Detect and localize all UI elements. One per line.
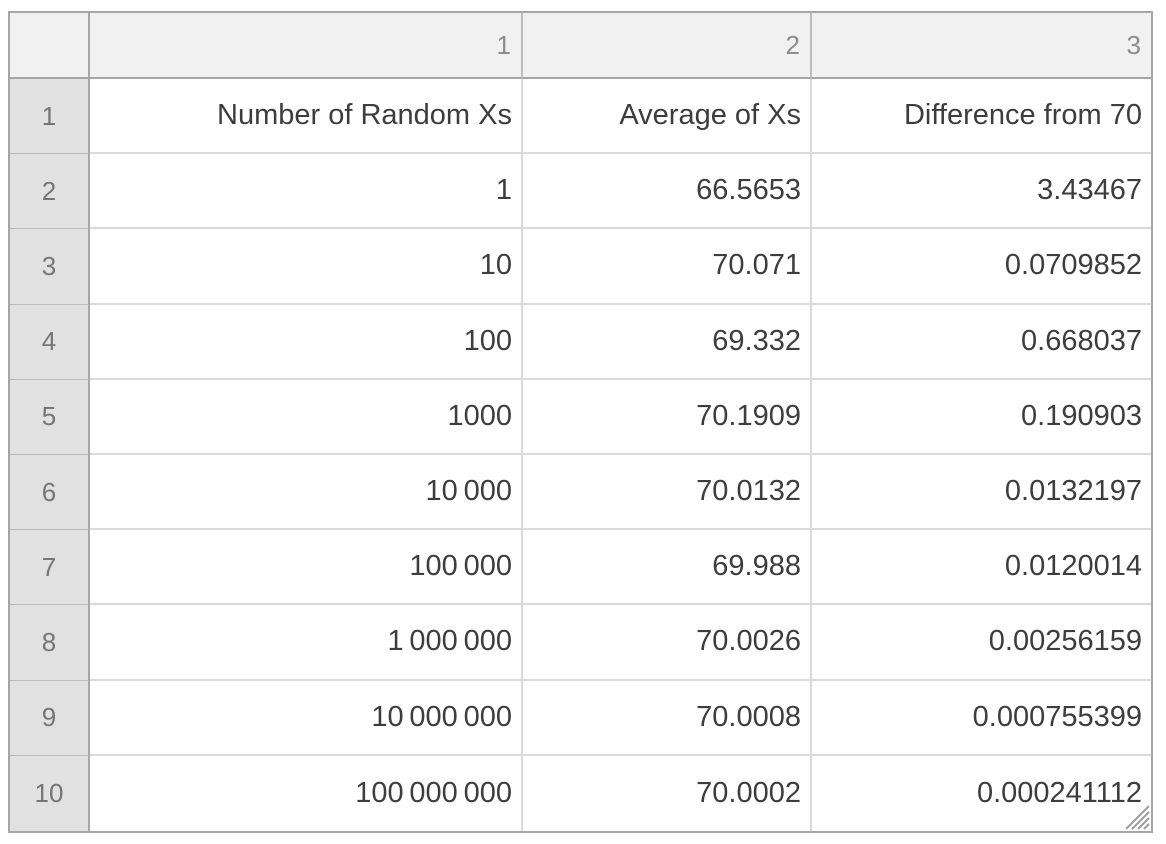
row-header-8[interactable]: 8 [10, 605, 90, 681]
cell-r10-c3[interactable]: 0.000241112 [812, 755, 1151, 831]
column-header-1[interactable]: 1 [90, 13, 523, 79]
cell-r6-c3[interactable]: 0.0132197 [812, 454, 1151, 531]
cell-r7-c3[interactable]: 0.0120014 [812, 530, 1151, 606]
row-header-3[interactable]: 3 [10, 229, 90, 305]
row-header-9[interactable]: 9 [10, 680, 90, 756]
column-header-2[interactable]: 2 [523, 13, 812, 79]
cell-r8-c1[interactable]: 1 000 000 [90, 605, 523, 681]
row-header-6[interactable]: 6 [10, 454, 90, 531]
cell-r9-c2[interactable]: 70.0008 [523, 680, 812, 756]
resize-grip-icon[interactable] [1124, 804, 1150, 830]
column-header-3[interactable]: 3 [812, 13, 1151, 79]
cell-r3-c2[interactable]: 70.071 [523, 229, 812, 305]
row-header-7[interactable]: 7 [10, 530, 90, 606]
cell-r7-c1[interactable]: 100 000 [90, 530, 523, 606]
cell-r5-c3[interactable]: 0.190903 [812, 379, 1151, 455]
cell-r10-c2[interactable]: 70.0002 [523, 755, 812, 831]
cell-r7-c2[interactable]: 69.988 [523, 530, 812, 606]
cell-r6-c1[interactable]: 10 000 [90, 454, 523, 531]
cell-r9-c3[interactable]: 0.000755399 [812, 680, 1151, 756]
row-header-4[interactable]: 4 [10, 304, 90, 380]
cell-r1-c1[interactable]: Number of Random Xs [90, 79, 523, 155]
row-header-2[interactable]: 2 [10, 154, 90, 230]
cell-r5-c2[interactable]: 70.1909 [523, 379, 812, 455]
cell-r10-c1[interactable]: 100 000 000 [90, 755, 523, 831]
spreadsheet-grid: 1 2 3 1 Number of Random Xs Average of X… [10, 13, 1151, 831]
cell-r2-c1[interactable]: 1 [90, 154, 523, 230]
cell-r1-c3[interactable]: Difference from 70 [812, 79, 1151, 155]
cell-r8-c2[interactable]: 70.0026 [523, 605, 812, 681]
row-header-5[interactable]: 5 [10, 379, 90, 455]
table-view: 1 2 3 1 Number of Random Xs Average of X… [8, 11, 1153, 833]
cell-r4-c3[interactable]: 0.668037 [812, 304, 1151, 380]
cell-r4-c1[interactable]: 100 [90, 304, 523, 380]
cell-r4-c2[interactable]: 69.332 [523, 304, 812, 380]
cell-r8-c3[interactable]: 0.00256159 [812, 605, 1151, 681]
cell-r9-c1[interactable]: 10 000 000 [90, 680, 523, 756]
cell-r6-c2[interactable]: 70.0132 [523, 454, 812, 531]
cell-r1-c2[interactable]: Average of Xs [523, 79, 812, 155]
cell-r2-c3[interactable]: 3.43467 [812, 154, 1151, 230]
corner-cell [10, 13, 90, 79]
row-header-10[interactable]: 10 [10, 755, 90, 831]
row-header-1[interactable]: 1 [10, 79, 90, 155]
cell-r5-c1[interactable]: 1000 [90, 379, 523, 455]
cell-r3-c1[interactable]: 10 [90, 229, 523, 305]
cell-r3-c3[interactable]: 0.0709852 [812, 229, 1151, 305]
cell-r2-c2[interactable]: 66.5653 [523, 154, 812, 230]
